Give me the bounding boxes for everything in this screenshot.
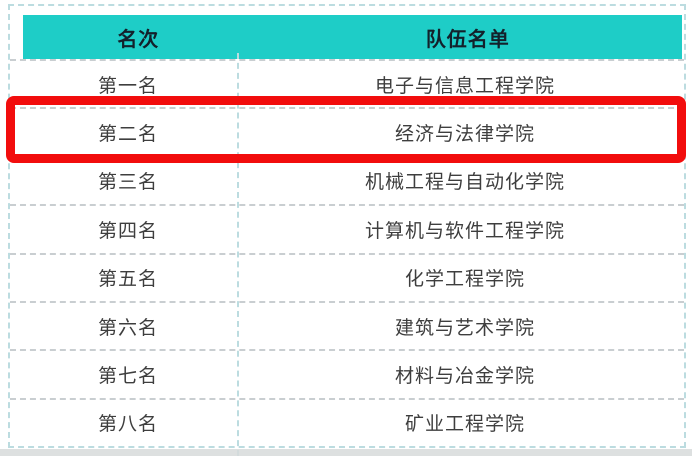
team-cell: 机械工程与自动化学院 [364,172,565,194]
team-cell: 电子与信息工程学院 [374,75,555,97]
rank-cell: 第二名 [97,124,158,146]
table-row: 第三名 机械工程与自动化学院 [10,155,684,204]
column-header-team: 队伍名单 [425,28,510,51]
team-cell: 建筑与艺术学院 [394,317,535,339]
table-row: 第六名 建筑与艺术学院 [10,300,684,349]
rank-cell: 第三名 [97,172,158,194]
table-row: 第七名 材料与冶金学院 [10,349,684,397]
table-row: 第一名 电子与信息工程学院 [10,59,684,107]
team-cell: 经济与法律学院 [394,124,535,146]
table-header-row: 名次 队伍名单 [23,15,682,59]
rank-cell: 第五名 [97,269,158,291]
ranking-table: 名次 队伍名单 第一名 电子与信息工程学院 第二名 经济与法律学院 第三名 机械… [8,4,686,448]
table-row: 第五名 化学工程学院 [10,252,684,301]
team-cell: 化学工程学院 [404,269,525,291]
team-cell: 矿业工程学院 [404,414,525,436]
team-cell: 计算机与软件工程学院 [364,220,565,242]
rank-cell: 第八名 [97,414,158,436]
rank-cell: 第一名 [97,75,158,97]
table-row-highlighted: 第二名 经济与法律学院 [10,107,684,155]
table-body: 第一名 电子与信息工程学院 第二名 经济与法律学院 第三名 机械工程与自动化学院… [10,59,684,446]
rank-cell: 第六名 [97,317,158,339]
column-header-rank: 名次 [117,28,160,51]
column-divider-line [237,53,239,456]
photo-edge-shadow [0,449,692,456]
rank-cell: 第四名 [97,220,158,242]
rank-cell: 第七名 [97,365,158,387]
team-cell: 材料与冶金学院 [394,365,535,387]
table-row: 第八名 矿业工程学院 [10,397,684,446]
table-row: 第四名 计算机与软件工程学院 [10,204,684,252]
